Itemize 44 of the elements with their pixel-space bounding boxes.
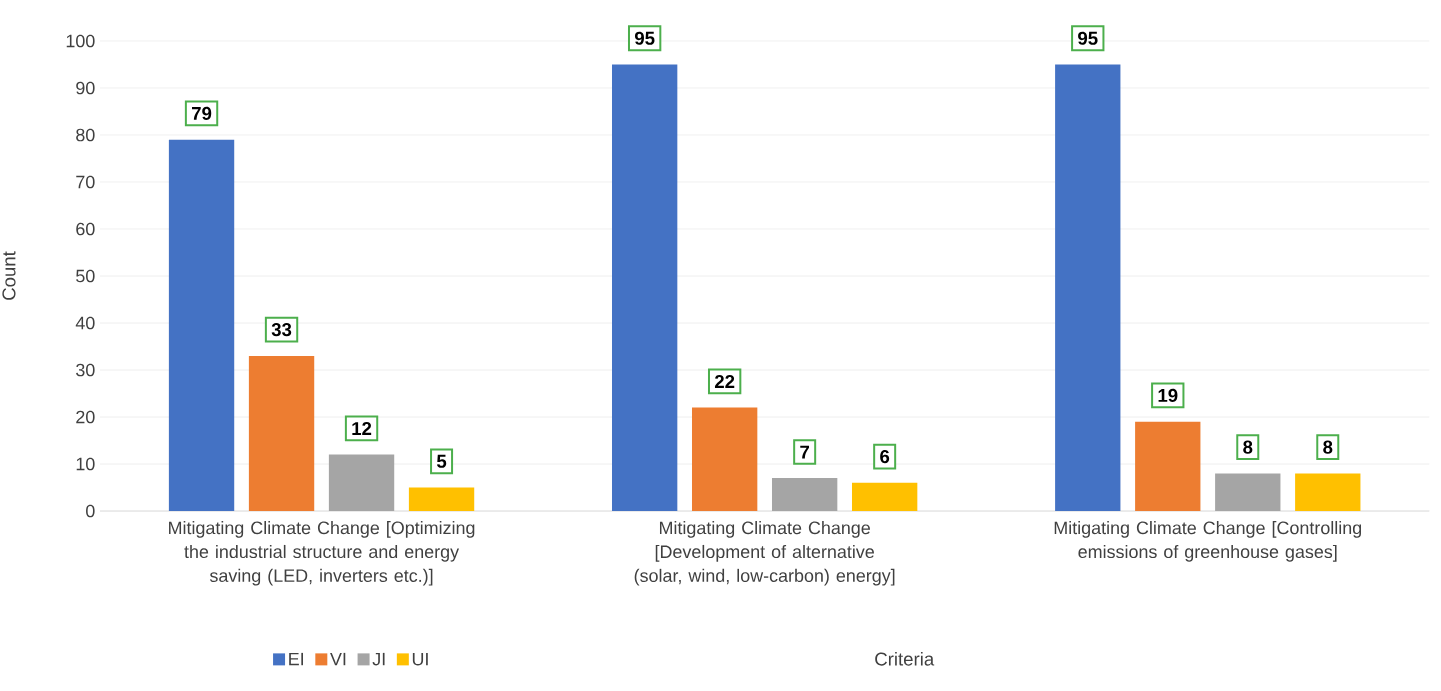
y-tick-label: 0 bbox=[86, 504, 95, 518]
y-tick-label: 50 bbox=[76, 269, 95, 283]
y-tick-label: 80 bbox=[76, 128, 95, 142]
y-tick-label: 60 bbox=[76, 222, 95, 236]
bar bbox=[691, 407, 758, 511]
bar bbox=[611, 64, 678, 511]
y-tick-label: 30 bbox=[76, 363, 95, 377]
bar bbox=[1055, 64, 1121, 511]
data-label: 7 bbox=[800, 445, 810, 459]
bar bbox=[248, 355, 315, 511]
y-tick-label: 100 bbox=[66, 34, 95, 48]
bar bbox=[328, 454, 395, 511]
data-label: 5 bbox=[436, 454, 447, 468]
data-label: 19 bbox=[1158, 388, 1178, 403]
data-label: 12 bbox=[352, 421, 372, 435]
data-label: 8 bbox=[1243, 440, 1253, 454]
legend-label: EI bbox=[289, 652, 304, 666]
data-label: 33 bbox=[271, 323, 292, 337]
x-axis-title: Criteria bbox=[875, 651, 935, 666]
bar bbox=[1135, 421, 1201, 511]
y-tick-label: 20 bbox=[76, 410, 95, 424]
data-label: 6 bbox=[880, 449, 890, 464]
bar bbox=[1295, 473, 1361, 511]
bar bbox=[1215, 473, 1281, 511]
data-label: 95 bbox=[1078, 31, 1098, 45]
legend-label: VI bbox=[330, 652, 346, 666]
bar bbox=[408, 487, 475, 511]
bar bbox=[771, 478, 838, 511]
y-tick-label: 40 bbox=[75, 316, 95, 330]
data-label: 79 bbox=[192, 106, 212, 121]
y-tick-label: 90 bbox=[76, 81, 95, 95]
legend-label: JI bbox=[372, 652, 385, 666]
x-tick-label: Mitigating Climate Change [Development of alternative (solar, wind, low-carbon) energy] bbox=[634, 521, 895, 586]
y-tick-label: 70 bbox=[76, 175, 95, 189]
x-tick-label: Mitigating Climate Change [Optimizing the industrial structure and energy saving (LED, inverters etc.)] bbox=[169, 521, 475, 586]
legend-label: UI bbox=[412, 652, 428, 666]
data-label: 8 bbox=[1323, 440, 1333, 454]
data-label: 22 bbox=[714, 374, 735, 388]
data-label: 95 bbox=[634, 31, 655, 45]
bar bbox=[851, 482, 918, 511]
x-tick-label: Mitigating Climate Change [Controlling emissions of greenhouse gases] bbox=[1054, 521, 1362, 562]
y-axis-title: Count bbox=[2, 251, 16, 300]
y-tick-label: 10 bbox=[76, 457, 95, 471]
bar bbox=[168, 139, 235, 511]
